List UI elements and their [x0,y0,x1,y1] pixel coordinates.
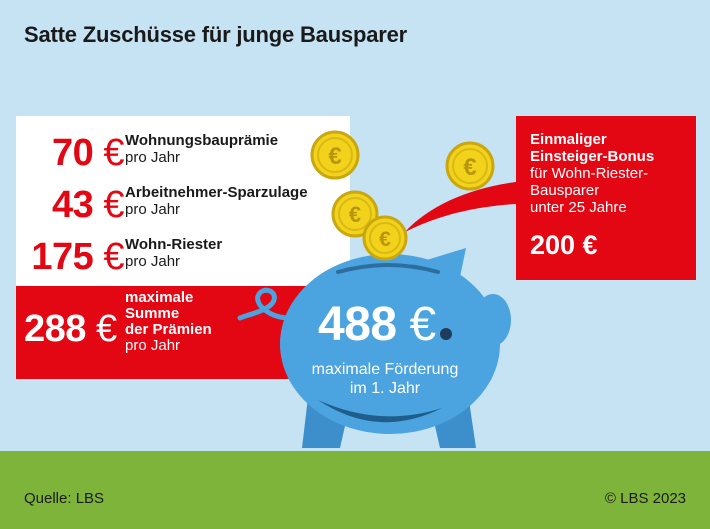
total-amount: 488 € [318,298,436,351]
euro-coin-icon: € [445,141,495,191]
total-caption: maximale Förderung im 1. Jahr [311,361,459,397]
sum-label: maximale Summe der Prämien pro Jahr [125,289,212,354]
amount-value: 175 € [31,236,124,278]
euro-coin-icon: € [362,215,408,261]
amount-value: 43 € [52,184,124,226]
list-item: 175 € Wohn-Riester pro Jahr [16,232,350,284]
pig-body [280,254,500,434]
svg-text:€: € [328,143,341,170]
item-label: Arbeitnehmer-Sparzulage [125,184,308,201]
amount-value: 70 € [52,132,124,174]
source-note: Quelle: LBS [24,490,105,507]
sum-amount: 288 € [24,308,117,350]
item-label: Wohn-Riester [125,236,223,253]
item-period: pro Jahr [125,201,181,218]
coin-slot [336,263,440,274]
svg-text:€: € [463,154,476,181]
speech-tail [405,182,516,232]
bonus-amount: 200 € [530,230,598,260]
item-label: Wohnungsbauprämie [125,132,279,149]
bonus-panel: Einmaliger Einsteiger-Bonus für Wohn-Rie… [516,116,696,280]
page-title: Satte Zuschüsse für junge Bausparer [24,22,407,47]
euro-coin-icon: € [331,190,379,238]
pig-snout [475,294,511,346]
copyright-note: © LBS 2023 [604,490,686,507]
svg-text:€: € [349,202,361,227]
bonus-list-panel: 70 € Wohnungsbauprämie pro Jahr 43 € Arb… [16,116,350,286]
pig-smile [318,400,442,423]
svg-text:€: € [379,228,391,251]
list-item: 43 € Arbeitnehmer-Sparzulage pro Jahr [16,180,350,232]
item-period: pro Jahr [125,253,181,270]
pig-tail [237,287,293,321]
sum-panel: 288 € maximale Summe der Prämien pro Jah… [16,286,326,379]
list-item: 70 € Wohnungsbauprämie pro Jahr [16,128,350,180]
grass-ground [0,451,710,529]
item-period: pro Jahr [125,149,181,166]
euro-coin-icon: € [310,130,360,180]
pig-eye [440,328,452,340]
